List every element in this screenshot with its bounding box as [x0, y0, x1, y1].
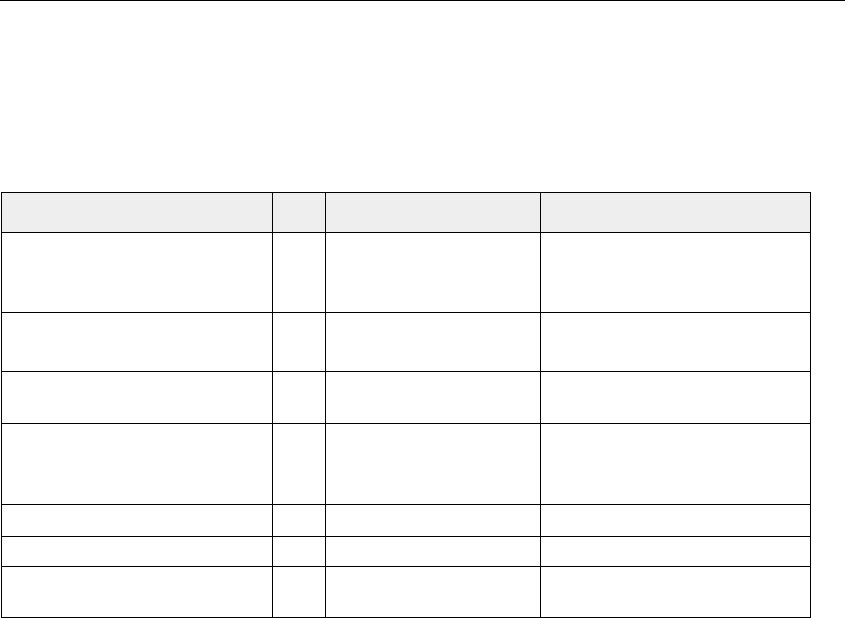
- header-cell: [540, 192, 811, 233]
- top-rule: [0, 0, 845, 1]
- table-cell: [540, 423, 811, 505]
- table-cell: [272, 423, 326, 505]
- table-cell: [1, 566, 273, 618]
- table-cell: [272, 504, 326, 537]
- table-header-row: [1, 192, 811, 233]
- table-cell: [1, 312, 273, 372]
- table-row: [1, 312, 811, 372]
- table-row: [1, 536, 811, 567]
- table-row: [1, 371, 811, 424]
- table-cell: [540, 566, 811, 618]
- table-cell: [1, 536, 273, 567]
- table-cell: [325, 566, 541, 618]
- table-cell: [272, 312, 326, 372]
- table-cell: [325, 504, 541, 537]
- table-cell: [325, 312, 541, 372]
- table-cell: [1, 232, 273, 313]
- table-cell: [540, 371, 811, 424]
- table-row: [1, 232, 811, 313]
- header-cell: [325, 192, 541, 233]
- header-cell: [272, 192, 326, 233]
- table-cell: [540, 504, 811, 537]
- table-row: [1, 504, 811, 537]
- table-cell: [325, 536, 541, 567]
- header-cell: [1, 192, 273, 233]
- table-cell: [272, 232, 326, 313]
- table-row: [1, 423, 811, 505]
- table-cell: [540, 312, 811, 372]
- table-cell: [1, 504, 273, 537]
- data-table: [1, 192, 811, 618]
- table-cell: [325, 232, 541, 313]
- table-cell: [272, 566, 326, 618]
- table-cell: [325, 423, 541, 505]
- table-cell: [272, 371, 326, 424]
- table-cell: [540, 536, 811, 567]
- table-cell: [1, 423, 273, 505]
- table-cell: [325, 371, 541, 424]
- table-row: [1, 566, 811, 618]
- table-cell: [272, 536, 326, 567]
- table-cell: [540, 232, 811, 313]
- table-cell: [1, 371, 273, 424]
